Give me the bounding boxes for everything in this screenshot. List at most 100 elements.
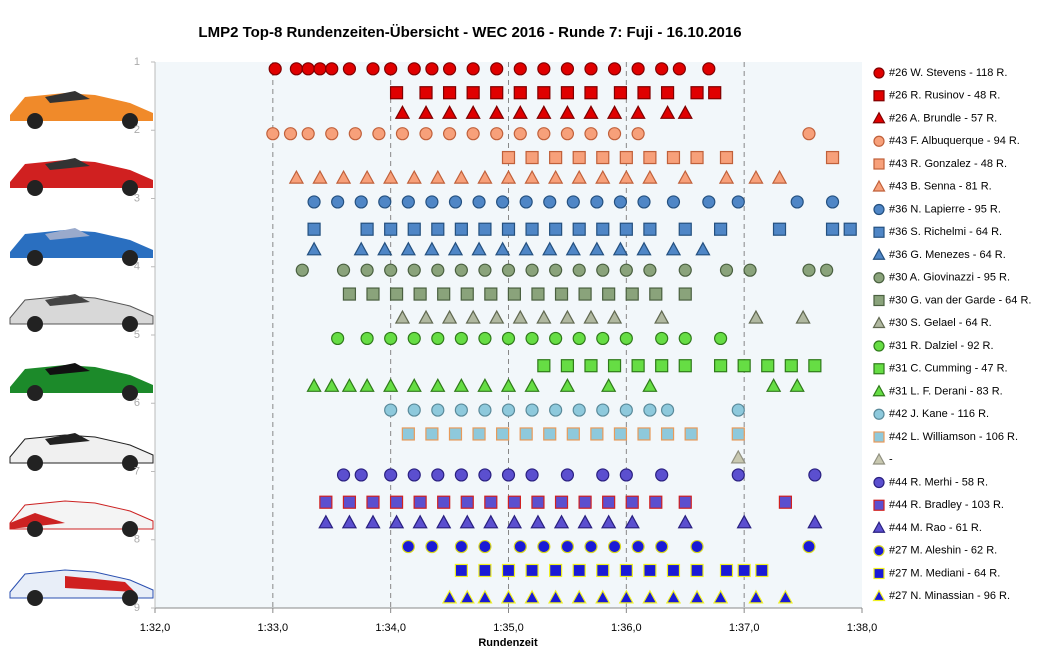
point <box>384 222 398 236</box>
point <box>431 263 445 277</box>
point <box>425 195 439 209</box>
point <box>306 378 322 392</box>
point <box>625 287 639 301</box>
point <box>407 468 421 482</box>
point <box>395 127 410 141</box>
point <box>501 331 516 346</box>
point <box>559 309 576 324</box>
point <box>436 514 452 529</box>
point <box>549 150 563 165</box>
point <box>843 222 857 236</box>
point <box>730 449 746 464</box>
point <box>454 403 468 417</box>
point <box>394 309 411 324</box>
point <box>649 287 663 301</box>
point <box>289 62 303 76</box>
point <box>478 468 492 482</box>
point <box>466 62 480 76</box>
point <box>619 403 633 417</box>
point <box>731 195 745 209</box>
point <box>477 169 493 184</box>
point <box>589 241 605 256</box>
point <box>607 127 622 141</box>
car <box>9 500 154 537</box>
point <box>549 331 563 346</box>
point <box>472 427 486 441</box>
point <box>442 62 457 76</box>
point <box>655 468 669 482</box>
point <box>606 105 623 119</box>
point <box>430 378 446 392</box>
point <box>771 169 788 184</box>
point <box>353 241 369 256</box>
point <box>606 309 623 324</box>
point <box>595 589 611 604</box>
point <box>660 403 675 417</box>
point <box>572 222 586 236</box>
point <box>418 309 434 324</box>
point <box>596 468 610 482</box>
point <box>825 150 840 165</box>
y-tick-label: 3 <box>134 192 140 204</box>
point <box>312 169 328 184</box>
point <box>713 331 728 346</box>
point <box>524 169 540 184</box>
point <box>537 127 551 141</box>
y-tick-label: 5 <box>134 329 140 341</box>
point <box>400 241 416 256</box>
legend-marker <box>872 521 886 533</box>
point <box>571 169 587 184</box>
point <box>319 495 333 509</box>
point <box>684 427 698 441</box>
legend-marker <box>872 179 886 192</box>
point <box>637 427 651 441</box>
legend-marker <box>873 272 885 284</box>
point <box>702 195 716 209</box>
legend-marker <box>872 248 886 260</box>
point <box>419 127 433 141</box>
point <box>513 127 527 141</box>
point <box>678 287 692 301</box>
point <box>596 222 610 236</box>
point <box>519 195 533 209</box>
point <box>636 241 652 256</box>
point <box>478 263 492 277</box>
point <box>655 62 669 76</box>
point <box>619 263 633 277</box>
point <box>377 241 393 256</box>
legend-marker <box>873 499 885 511</box>
point <box>525 222 539 236</box>
point <box>483 514 499 529</box>
point <box>324 378 340 392</box>
car <box>10 158 153 196</box>
point <box>431 331 445 346</box>
point <box>789 378 805 392</box>
legend-marker <box>873 90 885 102</box>
point <box>778 495 793 509</box>
point <box>465 105 481 119</box>
point <box>501 468 516 482</box>
point <box>559 105 576 119</box>
point <box>525 331 539 346</box>
point <box>666 563 681 578</box>
point <box>637 195 651 209</box>
legend-marker <box>873 567 885 580</box>
point <box>354 468 368 482</box>
point <box>596 150 610 165</box>
point <box>808 359 822 373</box>
point <box>595 169 611 184</box>
point <box>601 378 617 392</box>
point <box>442 86 457 100</box>
point <box>341 514 358 529</box>
point <box>577 514 593 529</box>
legend-marker <box>873 294 885 307</box>
legend-label: #27 M. Aleshin - 62 R. <box>889 545 997 557</box>
legend-label: #30 G. van der Garde - 64 R. <box>889 294 1031 306</box>
point <box>507 287 521 301</box>
point <box>384 403 398 417</box>
point <box>677 169 693 184</box>
point <box>736 514 752 529</box>
point <box>690 150 704 165</box>
point <box>718 169 735 184</box>
